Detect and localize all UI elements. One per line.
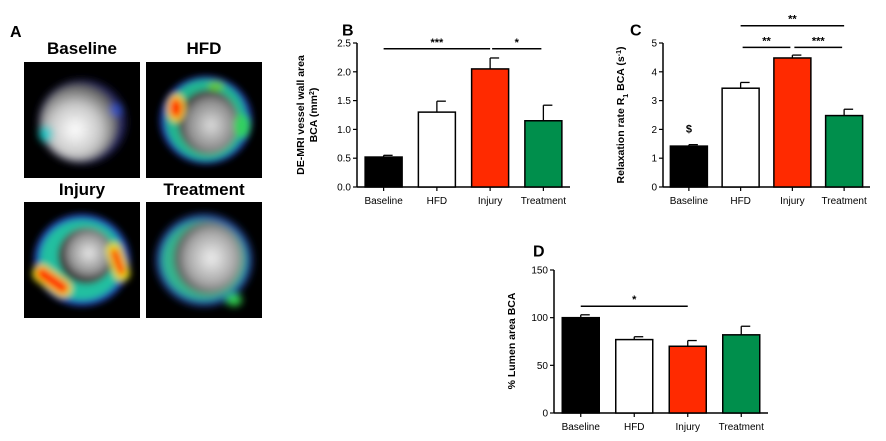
chart-b: B DE-MRI vessel wall area BCA (mm2) 0.0 0.5 1…	[295, 22, 570, 207]
y-tick-label: 0	[651, 183, 657, 194]
y-axis-label-line2: BCA (mm2)	[308, 88, 320, 143]
treatment-image-title: Treatment	[163, 180, 245, 199]
y-tick-label: 5	[651, 39, 657, 50]
y-axis-label-sup: 2	[309, 91, 316, 95]
significance-label: *	[632, 294, 637, 306]
bar-hfd	[615, 338, 654, 414]
x-tick-label-treatment: Treatment	[822, 196, 867, 207]
y-tick-label: 0.0	[337, 183, 351, 194]
bar-injury	[668, 345, 707, 414]
panel-d-letter: D	[533, 243, 545, 260]
bar-treatment	[824, 114, 864, 188]
x-tick-label-injury: Injury	[478, 196, 502, 207]
y-axis-label-line1: DE-MRI vessel wall area	[295, 55, 307, 175]
x-tick-label-baseline: Baseline	[364, 196, 403, 207]
panel-a-letter: A	[10, 24, 22, 41]
x-tick-label-treatment: Treatment	[521, 196, 566, 207]
x-tick-label-baseline: Baseline	[562, 422, 601, 433]
x-tick-label-injury: Injury	[780, 196, 804, 207]
x-tick-label-hfd: HFD	[427, 196, 448, 207]
hfd-mri-image	[146, 62, 262, 178]
bar-hfd	[721, 87, 760, 188]
y-axis-label-post: )	[615, 47, 627, 51]
bar-baseline	[669, 145, 709, 188]
bar-baseline	[561, 316, 600, 414]
y-tick-label: 100	[531, 313, 548, 324]
y-axis-label-sub: 1	[623, 94, 630, 98]
y-tick-label: 3	[651, 96, 657, 107]
bar-hfd	[417, 111, 457, 188]
x-tick-label-treatment: Treatment	[719, 422, 764, 433]
significance-label: **	[788, 14, 797, 26]
baseline-image-title: Baseline	[47, 39, 117, 58]
bar-treatment	[722, 334, 761, 414]
injury-image-title: Injury	[58, 180, 106, 199]
y-tick-label: 0	[542, 409, 548, 420]
y-axis-label-pre: Relaxation rate R	[615, 97, 627, 183]
y-axis-label: % Lumen area BCA	[506, 292, 518, 389]
y-axis-label-post: )	[308, 88, 320, 92]
chart-d: D % Lumen area BCA 0 50 100 150 Baseline HFD Inj…	[506, 243, 768, 433]
x-tick-label-injury: Injury	[676, 422, 700, 433]
x-tick-label-baseline: Baseline	[670, 196, 709, 207]
y-tick-label: 2.0	[337, 67, 351, 78]
panel-b-letter: B	[342, 22, 354, 39]
y-axis-label-pre: BCA (mm	[308, 95, 320, 142]
y-tick-label: 4	[651, 67, 657, 78]
y-axis-label: Relaxation rate R1 BCA (s-1)	[615, 47, 630, 184]
y-axis-label-sup: -1	[616, 50, 623, 56]
y-tick-label: 1.0	[337, 125, 351, 136]
significance-label: **	[762, 35, 771, 47]
y-tick-label: 1	[651, 154, 657, 165]
y-tick-label: 2.5	[337, 39, 351, 50]
y-tick-label: 1.5	[337, 96, 351, 107]
y-tick-label: 0.5	[337, 154, 351, 165]
baseline-mri-image	[24, 62, 140, 178]
hfd-image-title: HFD	[186, 39, 222, 58]
bar-baseline	[364, 156, 403, 188]
y-tick-label: 2	[651, 125, 657, 136]
significance-label: *	[515, 37, 520, 49]
significance-label: ***	[812, 35, 826, 47]
bar-injury	[773, 57, 812, 188]
injury-mri-image	[24, 202, 140, 318]
bar-treatment	[524, 120, 563, 188]
significance-marker: $	[686, 124, 692, 136]
y-tick-label: 150	[531, 266, 548, 277]
x-tick-label-hfd: HFD	[624, 422, 645, 433]
significance-label: ***	[430, 37, 444, 49]
y-axis-label-mid: BCA (s	[615, 56, 627, 94]
treatment-mri-image	[146, 202, 262, 318]
y-tick-label: 50	[537, 361, 549, 372]
bar-injury	[470, 68, 510, 188]
panel-c-letter: C	[630, 22, 642, 39]
x-tick-label-hfd: HFD	[730, 196, 751, 207]
